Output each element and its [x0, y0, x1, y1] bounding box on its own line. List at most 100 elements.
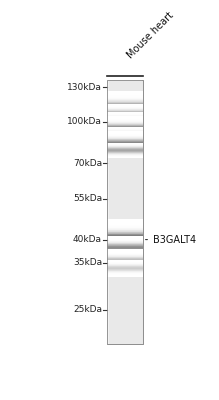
- Bar: [107, 114, 143, 115]
- Bar: [107, 239, 143, 240]
- Bar: [107, 99, 143, 100]
- Bar: [109, 80, 131, 344]
- Bar: [107, 148, 143, 149]
- Text: 35kDa: 35kDa: [73, 258, 102, 268]
- Bar: [108, 80, 122, 344]
- Bar: [107, 240, 143, 241]
- Bar: [107, 154, 143, 155]
- Bar: [107, 136, 143, 137]
- Text: 40kDa: 40kDa: [73, 235, 102, 244]
- Bar: [107, 219, 143, 220]
- Bar: [107, 117, 143, 118]
- Bar: [107, 133, 143, 134]
- Bar: [107, 115, 143, 116]
- Bar: [107, 113, 143, 114]
- Bar: [107, 130, 143, 131]
- Text: 55kDa: 55kDa: [73, 194, 102, 204]
- Bar: [107, 80, 143, 344]
- Bar: [107, 229, 143, 230]
- Bar: [107, 116, 143, 117]
- Bar: [107, 110, 143, 111]
- Bar: [107, 257, 143, 258]
- Bar: [107, 227, 143, 228]
- Bar: [108, 80, 109, 344]
- Bar: [107, 244, 143, 245]
- Bar: [107, 153, 143, 154]
- Bar: [107, 109, 143, 110]
- Bar: [107, 138, 143, 139]
- Bar: [107, 125, 143, 126]
- Bar: [109, 80, 138, 344]
- Bar: [107, 134, 143, 135]
- Text: B3GALT4: B3GALT4: [146, 234, 196, 244]
- Bar: [107, 234, 143, 235]
- Bar: [107, 118, 143, 119]
- Bar: [107, 141, 143, 142]
- Bar: [107, 131, 143, 132]
- Bar: [107, 135, 143, 136]
- Bar: [109, 80, 132, 344]
- Bar: [107, 125, 143, 126]
- Bar: [107, 121, 143, 122]
- Bar: [107, 104, 143, 105]
- Bar: [108, 80, 113, 344]
- Bar: [107, 111, 143, 112]
- Bar: [107, 116, 143, 117]
- Bar: [107, 228, 143, 229]
- Bar: [107, 111, 143, 112]
- Bar: [107, 142, 143, 143]
- Bar: [107, 122, 143, 123]
- Bar: [109, 80, 133, 344]
- Bar: [109, 80, 130, 344]
- Bar: [108, 80, 120, 344]
- Bar: [108, 80, 110, 344]
- Bar: [107, 128, 143, 129]
- Bar: [107, 135, 143, 136]
- Bar: [107, 246, 143, 247]
- Bar: [107, 124, 143, 125]
- Bar: [108, 80, 111, 344]
- Bar: [107, 123, 143, 124]
- Bar: [107, 253, 143, 254]
- Bar: [107, 122, 143, 123]
- Bar: [108, 80, 118, 344]
- Bar: [109, 80, 134, 344]
- Bar: [109, 80, 129, 344]
- Text: 100kDa: 100kDa: [67, 118, 102, 126]
- Bar: [108, 80, 124, 344]
- Bar: [108, 80, 119, 344]
- Bar: [108, 80, 115, 344]
- Bar: [108, 80, 112, 344]
- Bar: [107, 235, 143, 236]
- Bar: [107, 124, 143, 125]
- Bar: [107, 117, 143, 118]
- Bar: [107, 120, 143, 121]
- Bar: [107, 80, 108, 344]
- Bar: [107, 119, 143, 120]
- Bar: [109, 80, 142, 344]
- Bar: [107, 243, 143, 244]
- Bar: [107, 248, 143, 249]
- Bar: [107, 132, 143, 133]
- Bar: [107, 118, 143, 119]
- Bar: [109, 80, 141, 344]
- Bar: [108, 80, 114, 344]
- Bar: [109, 80, 128, 344]
- Bar: [107, 120, 143, 121]
- Bar: [107, 144, 143, 145]
- Bar: [107, 139, 143, 140]
- Bar: [107, 141, 143, 142]
- Bar: [107, 110, 143, 111]
- Bar: [107, 143, 143, 144]
- Bar: [107, 138, 143, 139]
- Bar: [107, 146, 143, 147]
- Bar: [107, 156, 143, 157]
- Bar: [107, 98, 143, 99]
- Bar: [107, 245, 143, 246]
- Bar: [109, 80, 138, 344]
- Bar: [107, 107, 143, 108]
- Bar: [107, 224, 143, 225]
- Bar: [109, 80, 129, 344]
- Bar: [107, 241, 143, 242]
- Bar: [107, 80, 143, 344]
